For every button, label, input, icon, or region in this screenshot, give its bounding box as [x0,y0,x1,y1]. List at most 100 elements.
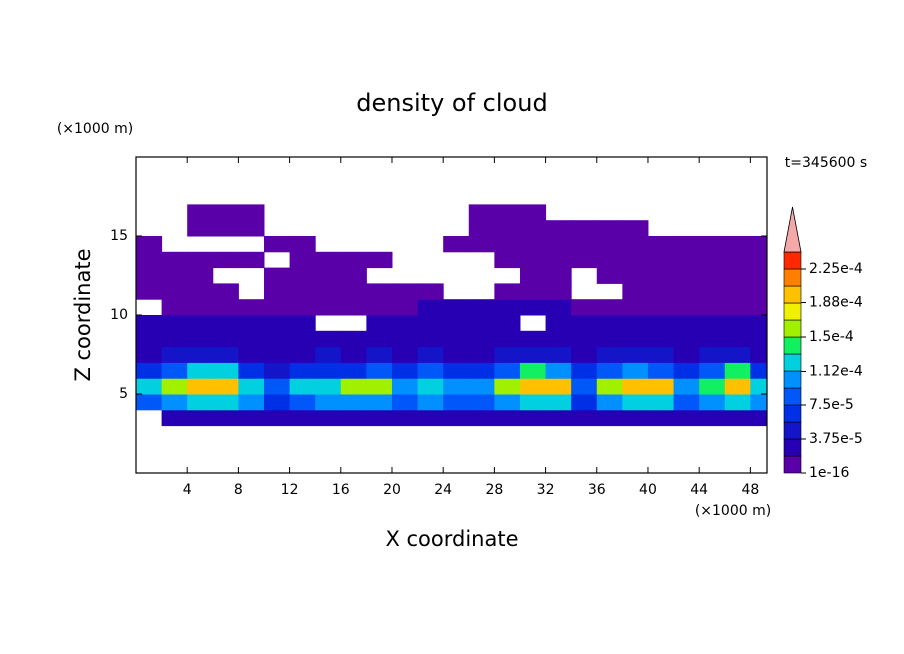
field-cell [494,220,521,237]
colorbar-band [783,387,802,406]
field-cell [187,267,214,284]
x-tick-label: 16 [332,482,350,498]
field-cell [263,330,291,348]
field-cell [161,409,188,427]
x-tick-label: 8 [234,482,243,498]
field-cell [263,236,291,253]
field-cell [161,251,188,269]
field-cell [468,299,495,316]
field-cell [443,299,470,316]
field-cell [417,299,444,316]
field-cell [238,204,265,221]
field-cell [161,378,188,395]
field-cell [391,394,419,411]
field-cell [315,267,342,284]
field-cell [289,330,316,348]
y-axis-label: Z coordinate [71,248,95,381]
field-cell [187,378,214,395]
field-cell [289,283,316,300]
field-cell [647,267,675,284]
field-cell [417,362,444,379]
field-cell [136,346,163,363]
field-cell [468,346,495,363]
colorbar-band [783,370,802,389]
field-cell [315,283,342,300]
field-cell [519,283,547,300]
field-cell [391,299,419,316]
colorbar-band [783,336,802,355]
field-cell [289,251,316,269]
field-cell [494,409,521,427]
field-cell [596,362,623,379]
field-cell [187,220,214,237]
annotation: t=345600 s [785,155,867,171]
field-cell [724,251,751,269]
field-cell [212,283,239,300]
field-cell [136,236,163,253]
field-cell [750,283,767,300]
field-cell [263,362,291,379]
field-cell [494,330,521,348]
field-cell [340,409,367,427]
field-cell [212,220,239,237]
field-cell [622,409,649,427]
field-cell [724,283,751,300]
field-cell [519,330,547,348]
field-cell [315,362,342,379]
field-cell [673,267,700,284]
field [136,204,767,427]
field-cell [366,299,393,316]
field-cell [391,409,419,427]
field-cell [750,236,767,253]
field-cell [468,362,495,379]
field-cell [545,330,572,348]
field-cell [212,394,239,411]
field-cell [289,267,316,284]
field-cell [263,409,291,427]
field-cell [315,330,342,348]
field-cell [238,378,265,395]
colorbar-band [783,285,802,304]
field-cell [136,283,163,300]
field-cell [289,315,316,332]
field-cell [238,362,265,379]
field-cell [724,236,751,253]
field-cell [263,378,291,395]
field-cell [622,315,649,332]
field-cell [494,362,521,379]
field-cell [494,346,521,363]
field-cell [519,299,547,316]
field-cell [596,315,623,332]
field-cell [443,346,470,363]
field-cell [596,330,623,348]
x-tick-label: 48 [741,482,759,498]
field-cell [443,409,470,427]
field-cell [699,236,726,253]
field-cell [724,267,751,284]
field-cell [340,251,367,269]
field-cell [571,409,598,427]
field-cell [647,378,675,395]
field-cell [340,330,367,348]
field-cell [545,362,572,379]
field-cell [161,315,188,332]
field-cell [494,394,521,411]
field-cell [724,299,751,316]
field-cell [212,346,239,363]
field-cell [699,251,726,269]
colorbar-band [783,302,802,321]
field-cell [750,394,767,411]
colorbar-band [783,251,802,270]
field-cell [545,236,572,253]
field-cell [315,251,342,269]
colorbar-band [783,421,802,440]
field-cell [136,330,163,348]
field-cell [366,378,393,395]
field-cell [468,330,495,348]
field-cell [519,220,547,237]
x-tick-label: 28 [485,482,503,498]
field-cell [519,267,547,284]
field-cell [161,362,188,379]
field-cell [417,378,444,395]
field-cell [340,346,367,363]
